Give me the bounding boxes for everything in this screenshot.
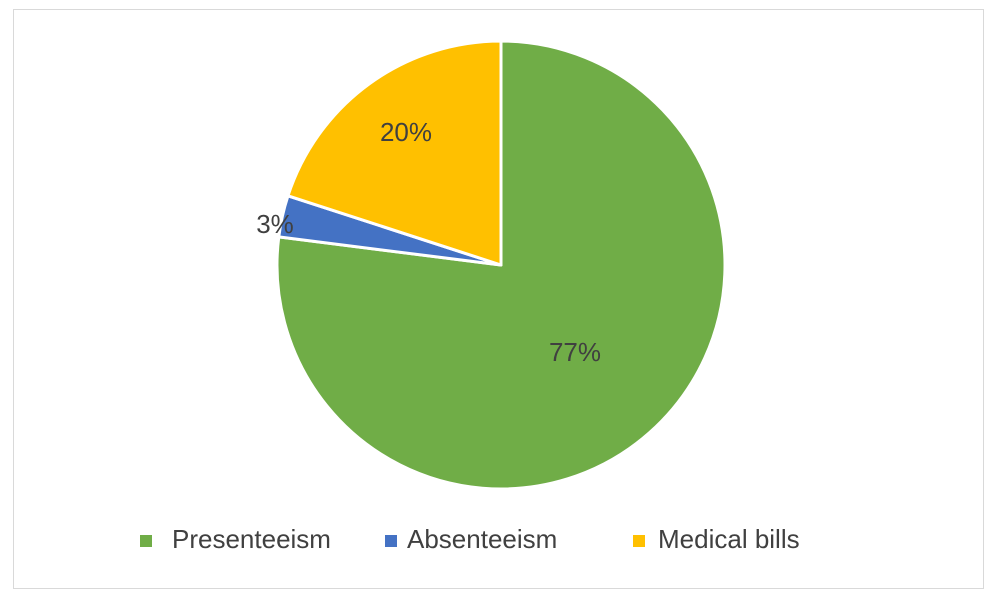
legend-marker [633, 535, 645, 547]
legend-label: Medical bills [658, 524, 800, 554]
data-label-medical-bills: 20% [380, 117, 432, 147]
legend-label: Absenteeism [407, 524, 557, 554]
legend-marker [385, 535, 397, 547]
legend-marker [140, 535, 152, 547]
data-label-absenteeism: 3% [256, 209, 294, 239]
pie-slices [275, 39, 727, 491]
legend-item-medical-bills: Medical bills [633, 524, 800, 554]
legend-item-presenteeism: Presenteeism [140, 524, 331, 554]
legend-item-absenteeism: Absenteeism [385, 524, 557, 554]
pie-slice-medical-bills [286, 39, 503, 267]
data-labels: 77% 3% 20% [256, 117, 601, 367]
data-label-presenteeism: 77% [549, 337, 601, 367]
legend-label: Presenteeism [172, 524, 331, 554]
legend: Presenteeism Absenteeism Medical bills [140, 524, 800, 554]
